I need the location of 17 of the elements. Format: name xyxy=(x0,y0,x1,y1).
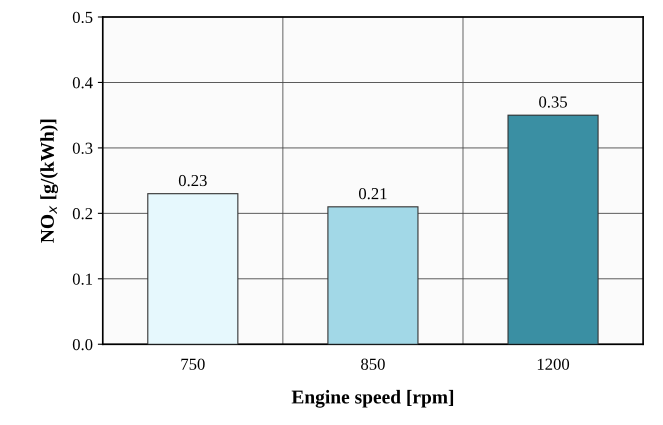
y-tick-label: 0.4 xyxy=(72,77,93,88)
x-tick-label: 850 xyxy=(361,358,385,370)
data-label: 0.21 xyxy=(358,188,387,200)
data-label: 0.23 xyxy=(178,174,207,186)
x-axis-title: Engine speed [rpm] xyxy=(292,390,454,408)
bar xyxy=(327,206,419,344)
bar xyxy=(507,114,599,344)
y-tick-label: 0.0 xyxy=(72,338,92,350)
x-tick-label: 750 xyxy=(181,358,205,370)
y-axis-title: NO$_{x}$ [g/(kWh)] xyxy=(40,120,58,243)
bar xyxy=(147,193,238,344)
y-tick-label: 0.5 xyxy=(72,12,92,24)
y-tick-label: 0.3 xyxy=(72,142,92,154)
data-label: 0.35 xyxy=(539,96,567,108)
y-tick-label: 0.2 xyxy=(72,208,92,220)
x-tick-label: 1200 xyxy=(538,358,570,370)
y-tick-label: 0.1 xyxy=(72,274,92,285)
